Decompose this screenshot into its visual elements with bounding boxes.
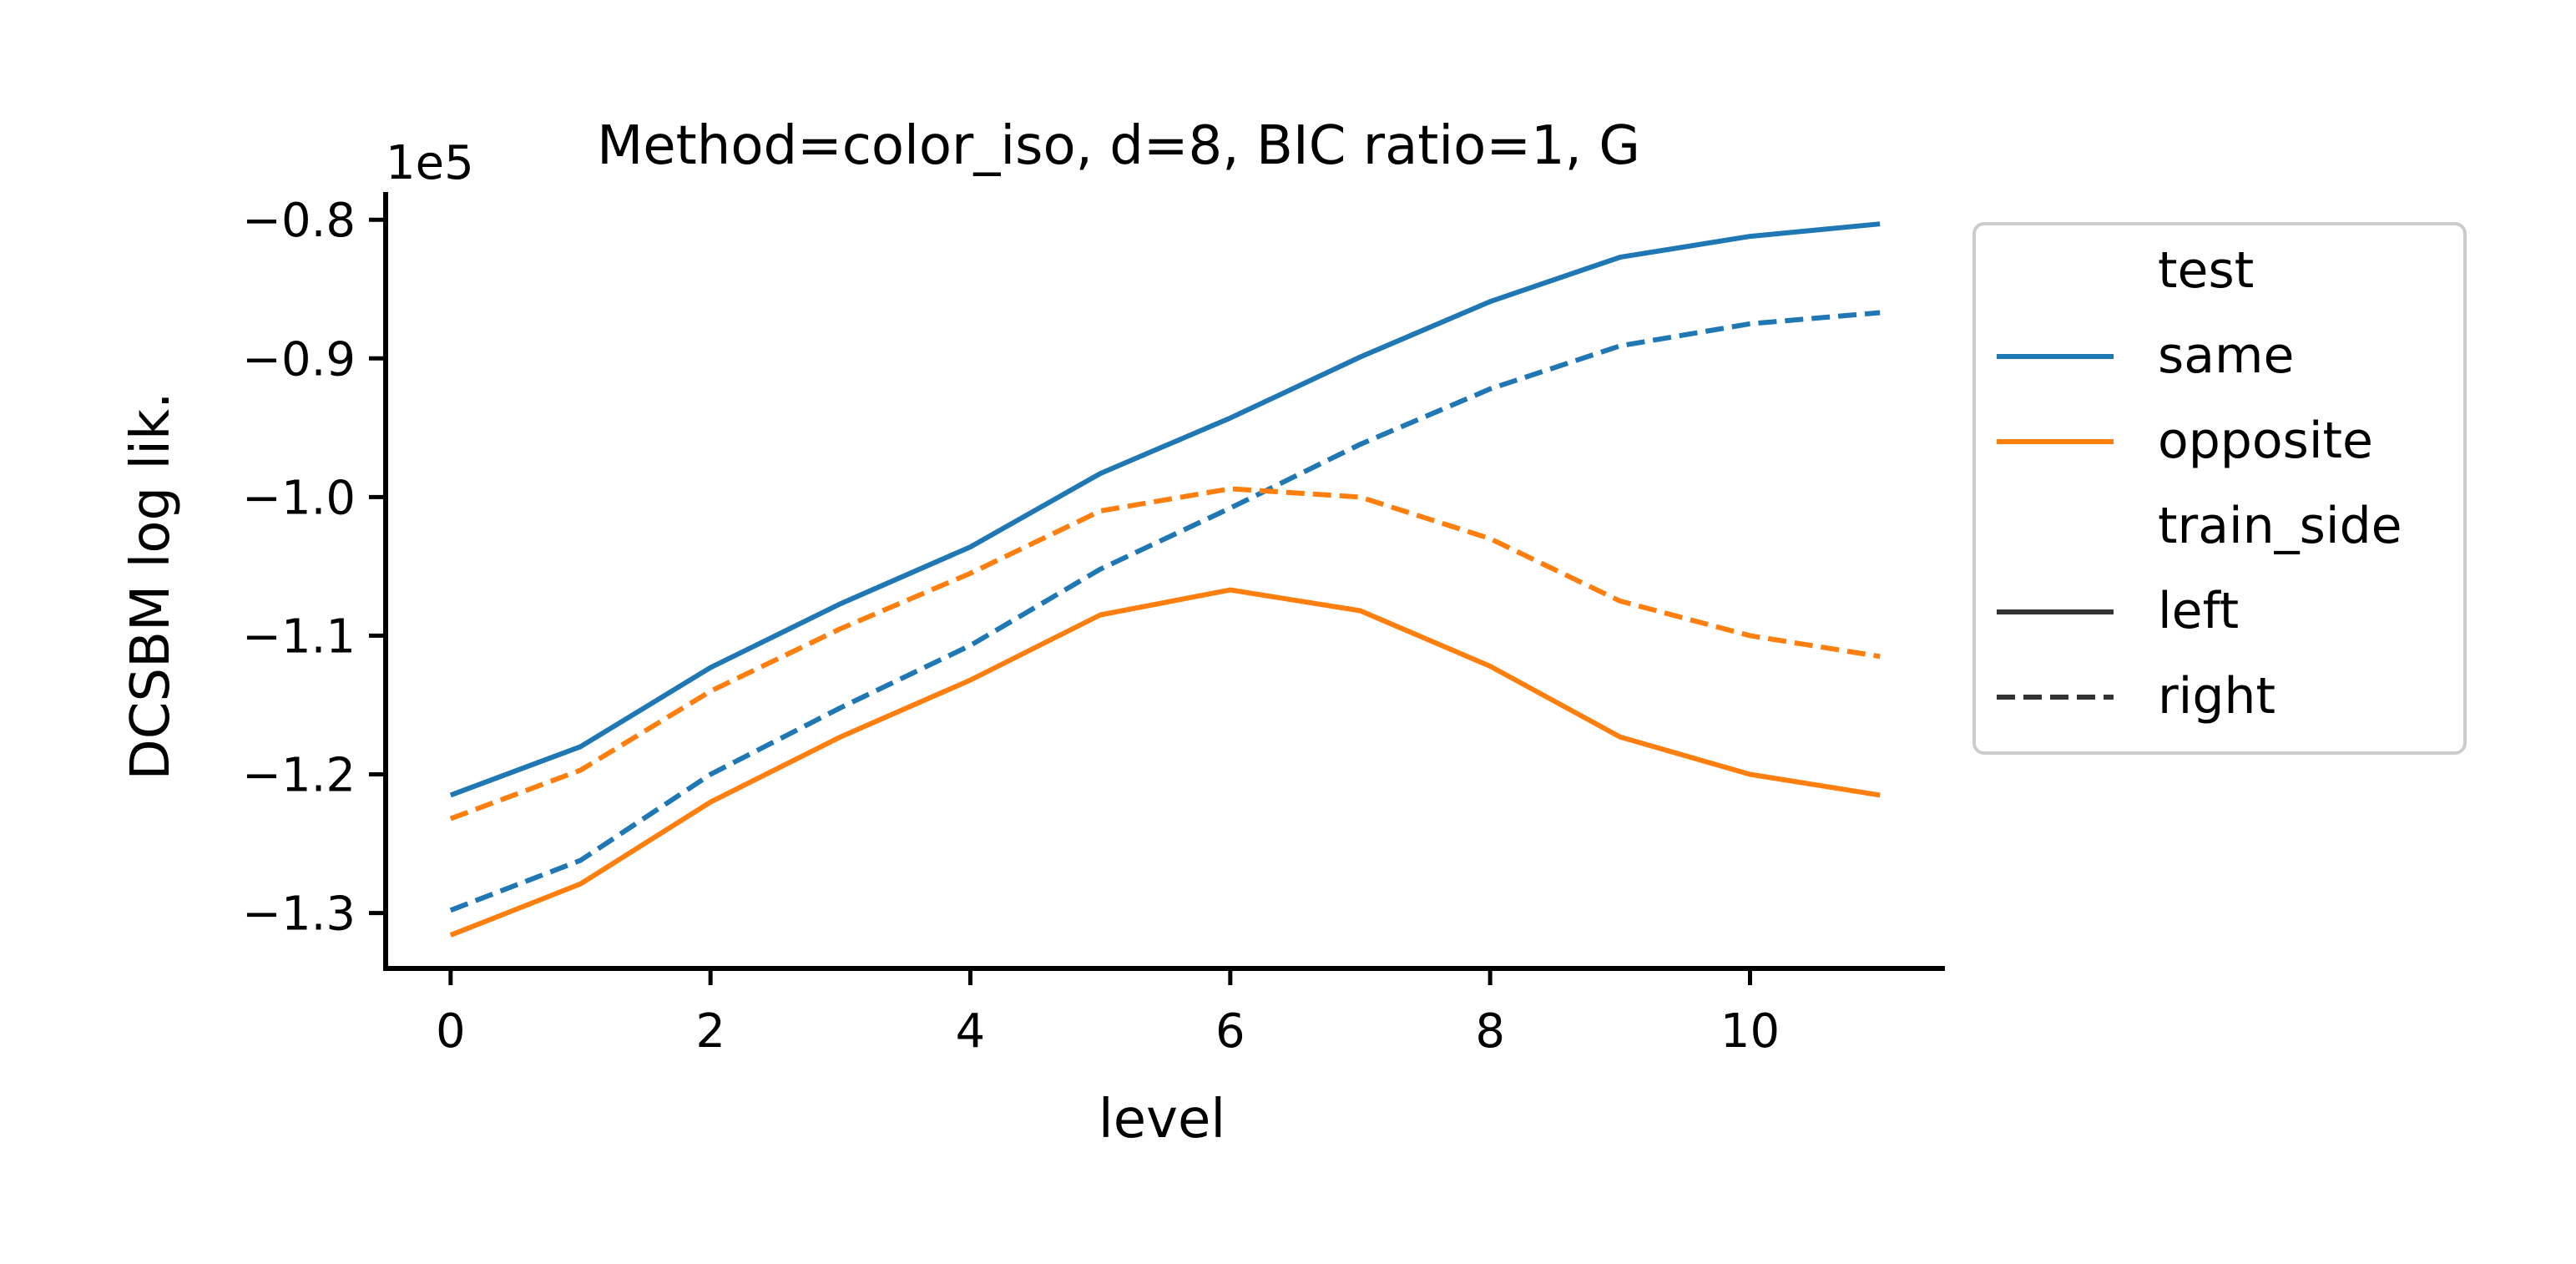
x-tick-label: 0 [436,1004,466,1059]
y-axis-label: DCSBM log lik. [120,392,182,781]
y-tick-label: −0.8 [242,194,356,248]
series-line-opposite-left [449,587,1881,938]
x-tick-label: 4 [956,1004,986,1059]
legend-label-same: same [2158,326,2294,385]
y-tick-label: −0.9 [242,332,356,387]
x-ticks: 0 2 4 6 8 10 [436,968,1780,1059]
series-line-same-right [449,310,1881,913]
legend-header-train_side: train_side [2158,497,2402,555]
legend-label-opposite: opposite [2158,412,2373,470]
series-line-same-left [449,221,1881,798]
x-tick-label: 10 [1720,1004,1780,1059]
y-tick-label: −1.1 [242,609,356,664]
x-tick-label: 6 [1215,1004,1245,1059]
y-ticks: −1.3 −1.2 −1.1 −1.0 −0.9 −0.8 [242,194,386,942]
x-tick-label: 2 [695,1004,725,1059]
legend-header-test: test [2158,241,2254,300]
series-line-opposite-right [449,486,1881,822]
chart-title: Method=color_iso, d=8, BIC ratio=1, G [597,115,1640,177]
y-tick-label: −1.2 [242,749,356,803]
y-tick-label: −1.3 [242,887,356,942]
legend-label-left: left [2158,582,2239,640]
x-axis-label: level [1099,1089,1225,1150]
legend-label-right: right [2158,667,2275,726]
y-offset-label: 1e5 [386,136,474,190]
x-tick-label: 8 [1475,1004,1505,1059]
plot-lines [449,221,1881,938]
axes [383,192,1945,971]
y-tick-label: −1.0 [242,471,356,525]
